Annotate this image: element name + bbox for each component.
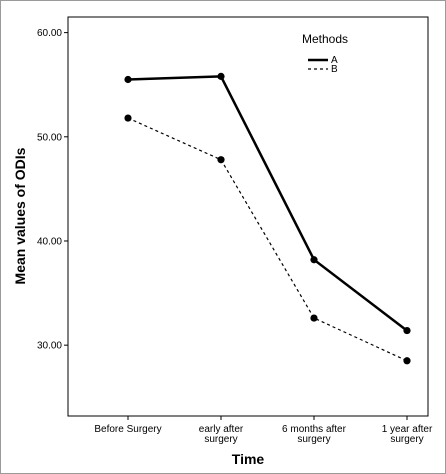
x-tick-label: early after surgery xyxy=(199,424,244,445)
legend-title: Methods xyxy=(302,32,348,46)
y-tick-label: 60.00 xyxy=(37,28,62,39)
data-point-b xyxy=(403,357,411,365)
data-point-a xyxy=(124,75,132,84)
x-axis-ticks: Before Surgery early after surgery 6 months… xyxy=(94,416,433,445)
series-layer xyxy=(124,72,411,365)
data-point-b xyxy=(124,114,132,122)
y-tick-label: 30.00 xyxy=(37,341,62,352)
legend-label-a: A xyxy=(331,55,338,66)
series-line-b xyxy=(127,117,408,362)
data-point-b xyxy=(217,156,225,164)
data-point-a xyxy=(310,256,318,264)
legend-label-b: B xyxy=(331,64,338,75)
series-line-a xyxy=(127,75,408,332)
x-axis-title: Time xyxy=(232,451,265,467)
data-point-a xyxy=(217,72,225,80)
data-point-b xyxy=(310,314,318,322)
data-point-a xyxy=(403,326,411,335)
x-tick-label: Before Surgery xyxy=(94,424,161,435)
y-tick-label: 40.00 xyxy=(37,236,62,247)
y-axis-title: Mean values of ODIs xyxy=(12,147,28,284)
plot-area xyxy=(67,16,429,417)
y-tick-label: 50.00 xyxy=(37,132,62,143)
legend: Methods A B xyxy=(302,32,348,75)
x-tick-label: 6 months after surgery xyxy=(282,424,347,445)
x-tick-label: 1 year after surgery xyxy=(382,424,433,445)
y-axis-ticks: 30.00 40.00 50.00 60.00 xyxy=(37,28,68,352)
